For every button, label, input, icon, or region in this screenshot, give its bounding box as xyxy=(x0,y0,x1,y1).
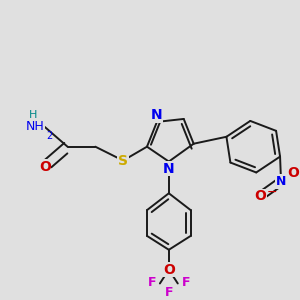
Text: N: N xyxy=(276,175,286,188)
Text: N: N xyxy=(151,108,163,122)
Text: S: S xyxy=(118,154,128,168)
Text: 2: 2 xyxy=(47,131,53,141)
Text: N: N xyxy=(163,162,175,176)
Text: −: − xyxy=(267,186,278,199)
Text: F: F xyxy=(148,276,156,289)
Text: +: + xyxy=(288,171,296,182)
Text: F: F xyxy=(165,286,173,299)
Text: O: O xyxy=(163,262,175,277)
Text: NH: NH xyxy=(26,120,45,134)
Text: F: F xyxy=(182,276,190,289)
Text: O: O xyxy=(287,167,299,181)
Text: O: O xyxy=(39,160,51,173)
Text: O: O xyxy=(254,189,266,203)
Text: H: H xyxy=(28,110,37,120)
